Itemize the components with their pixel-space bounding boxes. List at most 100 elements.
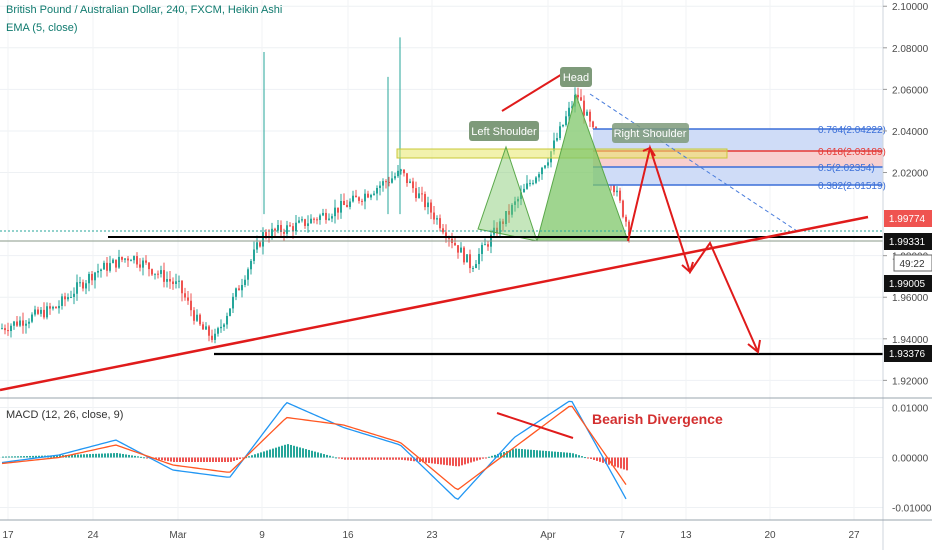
macd-histogram-bar <box>212 457 214 462</box>
tag-neckline: 1.99331 <box>889 237 926 248</box>
macd-histogram-bar <box>545 450 547 458</box>
macd-histogram-bar <box>347 457 349 460</box>
macd-histogram-bar <box>110 453 112 458</box>
macd-histogram-bar <box>584 457 586 459</box>
candle-body <box>82 282 84 289</box>
candle-body <box>415 188 417 199</box>
candle-body <box>70 296 72 298</box>
candle-body <box>217 328 219 334</box>
macd-histogram-bar <box>305 449 307 458</box>
macd-histogram-bar <box>83 454 85 458</box>
candle-body <box>67 297 69 300</box>
candle-body <box>25 323 27 326</box>
macd-histogram-bar <box>137 456 139 458</box>
macd-histogram-bar <box>470 457 472 463</box>
macd-histogram-bar <box>281 445 283 458</box>
macd-histogram-bar <box>494 454 496 458</box>
macd-histogram-bar <box>203 457 205 462</box>
macd-histogram-bar <box>569 452 571 458</box>
macd-histogram-bar <box>86 454 88 458</box>
macd-histogram-bar <box>542 450 544 458</box>
candle-body <box>523 188 525 193</box>
macd-histogram-bar <box>20 456 22 458</box>
macd-histogram-bar <box>473 457 475 462</box>
candle-body <box>613 185 615 193</box>
macd-histogram-bar <box>2 456 4 458</box>
candle-body <box>367 193 369 198</box>
macd-histogram-bar <box>623 457 625 470</box>
candle-body <box>151 269 153 275</box>
candle-body <box>511 204 513 215</box>
grid <box>0 0 883 520</box>
candle-body <box>457 245 459 253</box>
candle-body <box>394 176 396 179</box>
arrow-head-1 <box>642 146 656 157</box>
macd-histogram-bar <box>422 457 424 463</box>
macd-histogram-bar <box>164 457 166 461</box>
candle-body <box>592 121 594 128</box>
macd-histogram-bar <box>239 457 241 460</box>
macd-histogram-bar <box>122 453 124 458</box>
macd-histogram-bar <box>29 455 31 458</box>
macd-histogram-bar <box>371 457 373 460</box>
time-tick-label: 20 <box>764 530 776 541</box>
macd-histogram-bar <box>404 457 406 461</box>
candle-body <box>472 267 474 269</box>
candle-body <box>529 183 531 185</box>
macd-histogram-bar <box>278 446 280 458</box>
candle-body <box>559 126 561 139</box>
candle-body <box>271 228 273 238</box>
candle-body <box>556 138 558 141</box>
macd-histogram-bar <box>551 451 553 458</box>
macd-histogram-bar <box>434 457 436 464</box>
candle-body <box>169 279 171 282</box>
macd-histogram-bar <box>452 457 454 466</box>
macd-histogram-bar <box>341 457 343 460</box>
candle-body <box>385 181 387 183</box>
macd-histogram-bar <box>380 457 382 460</box>
candle-body <box>370 194 372 198</box>
candle-body <box>361 200 363 202</box>
candle-body <box>346 204 348 207</box>
candle-body <box>202 324 204 330</box>
tag-target-bg <box>884 345 932 362</box>
macd-histogram-bar <box>563 452 565 458</box>
macd-histogram-bar <box>254 454 256 458</box>
macd-histogram-bar <box>200 457 202 462</box>
right-shoulder-label: Right Shoulder <box>614 128 687 140</box>
candle-body <box>289 225 291 227</box>
divergence-line <box>496 412 574 439</box>
macd-histogram-bar <box>167 457 169 462</box>
macd-histogram-bar <box>596 457 598 461</box>
macd-histogram-bar <box>230 457 232 462</box>
candle-body <box>265 232 267 237</box>
candle-body <box>541 167 543 175</box>
candle-body <box>583 100 585 116</box>
macd-histogram-bar <box>74 454 76 458</box>
signal-line <box>1 405 627 491</box>
macd-histogram-bar <box>440 457 442 465</box>
candle-body <box>241 284 243 291</box>
macd-histogram-bar <box>413 457 415 462</box>
candle-body <box>406 173 408 184</box>
candle-body <box>16 321 18 326</box>
candle-body <box>424 193 426 208</box>
macd-histogram-bar <box>263 451 265 458</box>
macd-histogram-bar <box>269 449 271 458</box>
candle-body <box>328 218 330 220</box>
macd-histogram-bar <box>194 457 196 462</box>
candle-body <box>463 247 465 263</box>
candle-body <box>505 211 507 224</box>
candle-body <box>253 249 255 261</box>
candle-body <box>31 314 33 322</box>
macd-histogram-bar <box>11 456 13 458</box>
macd-histogram-bar <box>389 457 391 460</box>
macd-histogram-bar <box>251 455 253 458</box>
candle-body <box>448 237 450 239</box>
price-tick-label: 2.06000 <box>892 85 929 96</box>
macd-histogram-bar <box>146 457 148 459</box>
candle-body <box>625 216 627 222</box>
macd-histogram-bar <box>311 450 313 458</box>
